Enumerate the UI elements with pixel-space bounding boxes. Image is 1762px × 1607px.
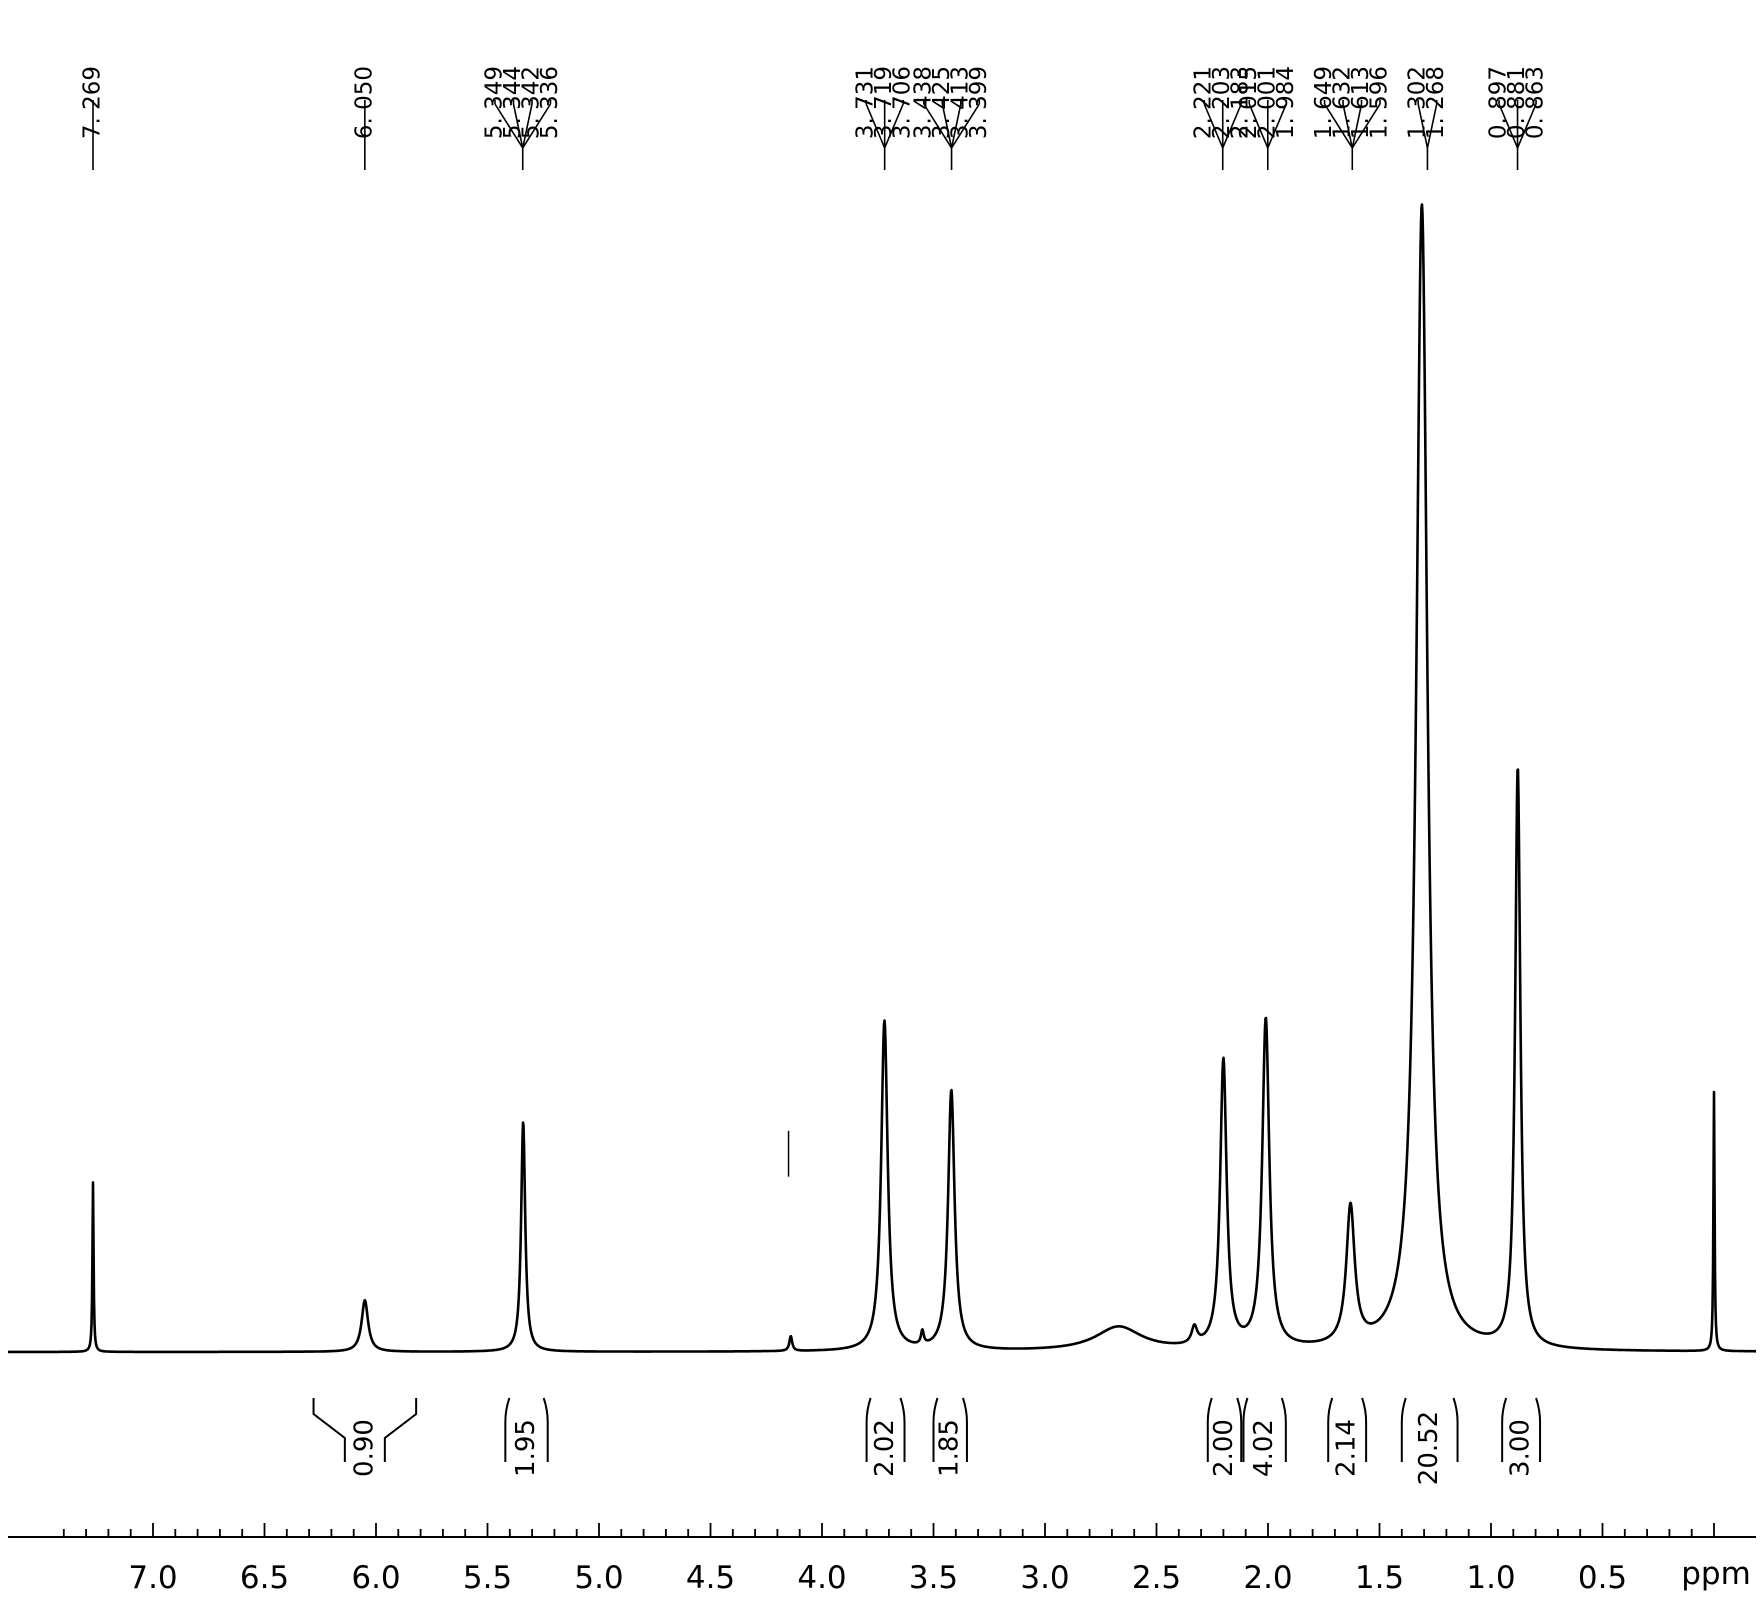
peak-label-group-4: 3. 4383. 4253. 4133. 399 — [910, 66, 992, 170]
x-tick-label: 5.0 — [574, 1560, 623, 1596]
integral-value: 2.00 — [1209, 1419, 1239, 1477]
x-axis-label: ppm — [1681, 1556, 1751, 1592]
integral-3: 1.85 — [934, 1398, 967, 1477]
x-tick-label: 1.0 — [1466, 1560, 1515, 1596]
peak-label-group-7: 1. 6491. 6321. 6131. 596 — [1311, 66, 1393, 170]
integral-value: 1.95 — [511, 1419, 541, 1477]
peak-label-group-8: 1. 3021. 268 — [1405, 66, 1450, 170]
integral-5: 4.02 — [1243, 1398, 1285, 1477]
spectrum-plot — [8, 204, 1756, 1352]
x-axis: 7.0 6.5 6.0 5.5 5.0 4.5 4.0 3.5 3.0 2.5 2.0 1.5 1.0 0… — [8, 1523, 1756, 1596]
x-tick-label: 2.5 — [1132, 1560, 1181, 1596]
x-tick-label: 4.5 — [686, 1560, 735, 1596]
x-tick-label: 1.5 — [1355, 1560, 1404, 1596]
integral-4: 2.00 — [1208, 1398, 1241, 1477]
x-tick-label: 0.5 — [1578, 1560, 1627, 1596]
peak-label-group-3: 3. 7313. 7193. 706 — [853, 66, 916, 170]
integral-6: 2.14 — [1328, 1398, 1366, 1477]
integral-regions: 0.90 1.95 2.02 1.85 2.00 4.02 2.14 20.52 3.00 — [314, 1398, 1541, 1485]
peak-label-group-0: 7. 269 — [80, 66, 106, 170]
peak-label-group-9: 0. 8970. 8810. 863 — [1486, 66, 1549, 170]
x-tick-label: 3.5 — [909, 1560, 958, 1596]
integral-1: 1.95 — [505, 1398, 547, 1477]
integral-value: 2.02 — [870, 1419, 900, 1477]
integral-value: 4.02 — [1249, 1419, 1279, 1477]
integral-7: 20.52 — [1402, 1398, 1458, 1485]
x-tick-label: 6.0 — [351, 1560, 400, 1596]
x-tick-label: 2.0 — [1243, 1560, 1292, 1596]
integral-value: 2.14 — [1332, 1419, 1362, 1477]
x-tick-label: 7.0 — [128, 1560, 177, 1596]
x-tick-label: 4.0 — [797, 1560, 846, 1596]
peak-label-group-2: 5. 3495. 3445. 3425. 336 — [482, 66, 564, 170]
x-tick-label: 5.5 — [463, 1560, 512, 1596]
spectrum-line — [8, 205, 1756, 1352]
x-tick-label: 6.5 — [240, 1560, 289, 1596]
x-tick-label: 3.0 — [1020, 1560, 1069, 1596]
integral-value: 20.52 — [1414, 1411, 1444, 1485]
integral-value: 3.00 — [1506, 1419, 1536, 1477]
peak-labels: 7. 269 6. 050 5. 3495. 3445. 3425. 336 3. 7… — [80, 66, 1549, 170]
integral-value: 0.90 — [349, 1419, 379, 1477]
integral-0: 0.90 — [314, 1398, 417, 1477]
peak-label-group-1: 6. 050 — [351, 66, 377, 170]
peak-label-group-6: 2. 0152. 0011. 984 — [1236, 66, 1299, 170]
integral-8: 3.00 — [1502, 1398, 1540, 1477]
integral-value: 1.85 — [935, 1419, 965, 1477]
integral-2: 2.02 — [867, 1398, 905, 1477]
